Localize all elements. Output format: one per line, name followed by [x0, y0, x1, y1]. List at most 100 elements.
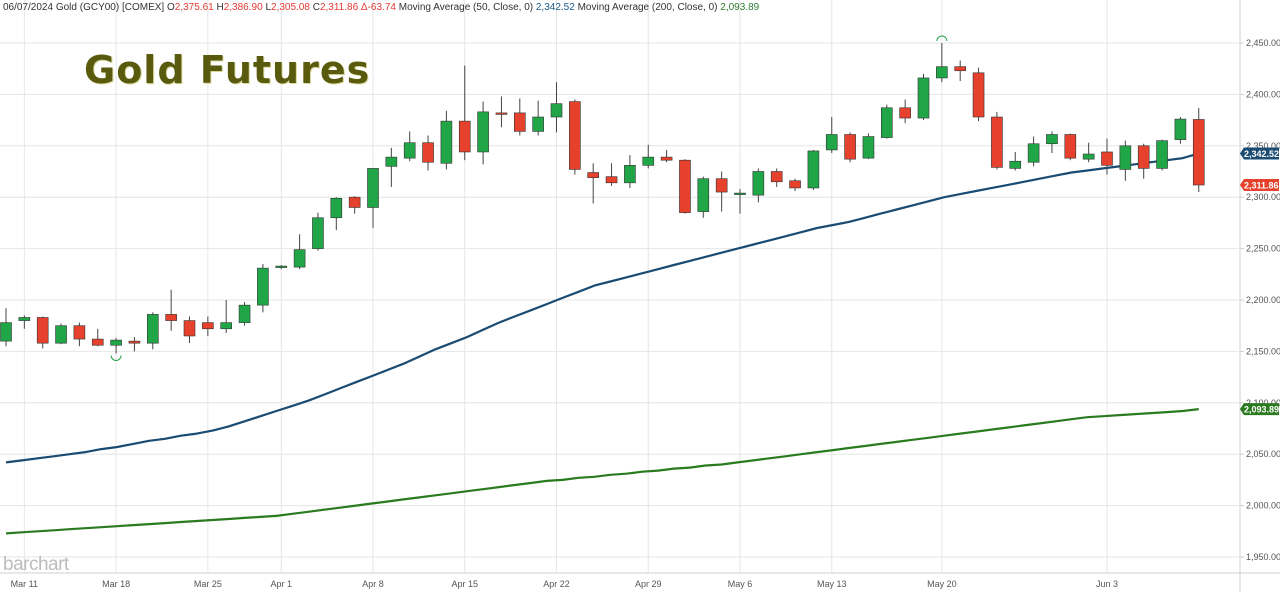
x-tick-label: Mar 11 — [11, 579, 38, 589]
candle-up — [330, 197, 343, 219]
high-low-markers — [110, 35, 948, 361]
candle-up — [367, 168, 379, 208]
x-axis-ticks: Mar 11 Mar 18 Mar 25 Apr 1 Apr 8 Apr 15 Apr 22… — [11, 579, 1118, 589]
price-label-text: 2,311.86 — [1244, 181, 1279, 191]
barchart-logo: barchart — [3, 554, 69, 575]
low-marker — [110, 355, 122, 361]
candle-down — [495, 112, 508, 115]
candle-up — [18, 317, 31, 321]
candle-up — [110, 339, 122, 346]
ma200-line — [5, 408, 1199, 535]
candle-up — [0, 322, 12, 342]
price-label-text: 2,342.52 — [1244, 149, 1279, 159]
candle-up — [293, 249, 306, 268]
candle-up — [1119, 145, 1132, 170]
y-axis-ticks: 1,950.00 2,000.00 2,050.00 2,100.00 2,150.00… — [1240, 38, 1280, 562]
ma200-label: Moving Average (200, Close, 0) — [577, 2, 718, 13]
y-tick-label: 2,150.00 — [1246, 346, 1280, 356]
candle-down — [183, 320, 196, 337]
candle-up — [1046, 134, 1058, 145]
moving-average-lines — [5, 152, 1200, 535]
candle-up — [385, 156, 398, 167]
candle-up — [825, 134, 838, 151]
candle-down — [73, 325, 86, 340]
y-tick-label: 2,450.00 — [1246, 38, 1280, 48]
candle-up — [440, 120, 453, 164]
candle-down — [422, 142, 434, 163]
candle-down — [569, 101, 581, 170]
candle-down — [660, 156, 673, 161]
candle-down — [128, 340, 141, 344]
x-tick-label: Apr 8 — [362, 579, 384, 589]
candle-up — [477, 111, 489, 153]
candle-up — [1174, 118, 1187, 140]
price-label-box — [1240, 179, 1279, 192]
candle-up — [624, 165, 636, 184]
candle-up — [147, 314, 159, 344]
y-tick-label: 2,200.00 — [1246, 295, 1280, 305]
candle-down — [348, 196, 361, 208]
y-tick-label: 1,950.00 — [1246, 552, 1280, 562]
candle-up — [642, 156, 655, 166]
candle-up — [936, 66, 948, 79]
ma50-label: Moving Average (50, Close, 0) — [398, 2, 534, 13]
open-label: O — [166, 2, 175, 13]
close-value: 2,311.86 — [319, 2, 359, 13]
candle-down — [1064, 134, 1077, 159]
candle-down — [1192, 119, 1205, 186]
y-tick-label: 2,050.00 — [1246, 449, 1280, 459]
x-tick-label: May 20 — [927, 579, 957, 589]
candle-down — [789, 180, 801, 189]
y-tick-label: 2,400.00 — [1246, 89, 1280, 99]
price-label-box — [1240, 403, 1279, 416]
candle-down — [770, 171, 783, 183]
y-tick-label: 2,100.00 — [1246, 398, 1280, 408]
candle-up — [734, 192, 746, 195]
x-tick-label: Apr 15 — [451, 579, 478, 589]
candle-up — [403, 142, 416, 159]
header-symbol: Gold (GCY00) [COMEX] — [55, 2, 165, 13]
candle-down — [899, 107, 911, 119]
high-label: H — [216, 2, 224, 13]
candle-down — [715, 178, 728, 193]
chart-header: 06/07/2024 Gold (GCY00) [COMEX] O2,375.6… — [3, 2, 759, 13]
price-label-box — [1240, 147, 1279, 160]
candle-up — [1027, 143, 1040, 163]
candle-down — [1137, 145, 1150, 169]
x-tick-label: Apr 1 — [270, 579, 292, 589]
close-label: C — [312, 2, 320, 13]
candle-up — [55, 325, 67, 344]
candle-down — [458, 120, 471, 153]
chart-title: Gold Futures — [84, 48, 371, 92]
price-label-text: 2,093.89 — [1244, 405, 1279, 415]
candle-up — [1009, 160, 1022, 169]
y-tick-label: 2,300.00 — [1246, 192, 1280, 202]
candle-down — [1101, 151, 1113, 166]
candles — [0, 43, 1205, 354]
candle-up — [752, 171, 765, 196]
candle-up — [550, 103, 563, 118]
candle-down — [165, 314, 177, 321]
candle-up — [275, 265, 288, 268]
x-tick-label: May 6 — [728, 579, 753, 589]
x-tick-label: Mar 18 — [102, 579, 130, 589]
candle-up — [862, 136, 875, 159]
header-date: 06/07/2024 — [3, 2, 54, 13]
ma50-line — [5, 152, 1200, 464]
open-value: 2,375.61 — [174, 2, 214, 13]
candle-down — [587, 172, 600, 178]
candle-down — [844, 134, 856, 160]
candle-down — [972, 72, 985, 118]
candle-down — [513, 112, 526, 132]
ma50-value: 2,342.52 — [535, 2, 575, 13]
candle-up — [807, 150, 820, 189]
candle-up — [697, 178, 710, 212]
candle-up — [312, 217, 324, 249]
candle-up — [880, 107, 893, 138]
candle-up — [917, 77, 930, 119]
x-tick-label: Apr 29 — [635, 579, 662, 589]
low-label: L — [265, 2, 271, 13]
y-tick-label: 2,350.00 — [1246, 141, 1280, 151]
